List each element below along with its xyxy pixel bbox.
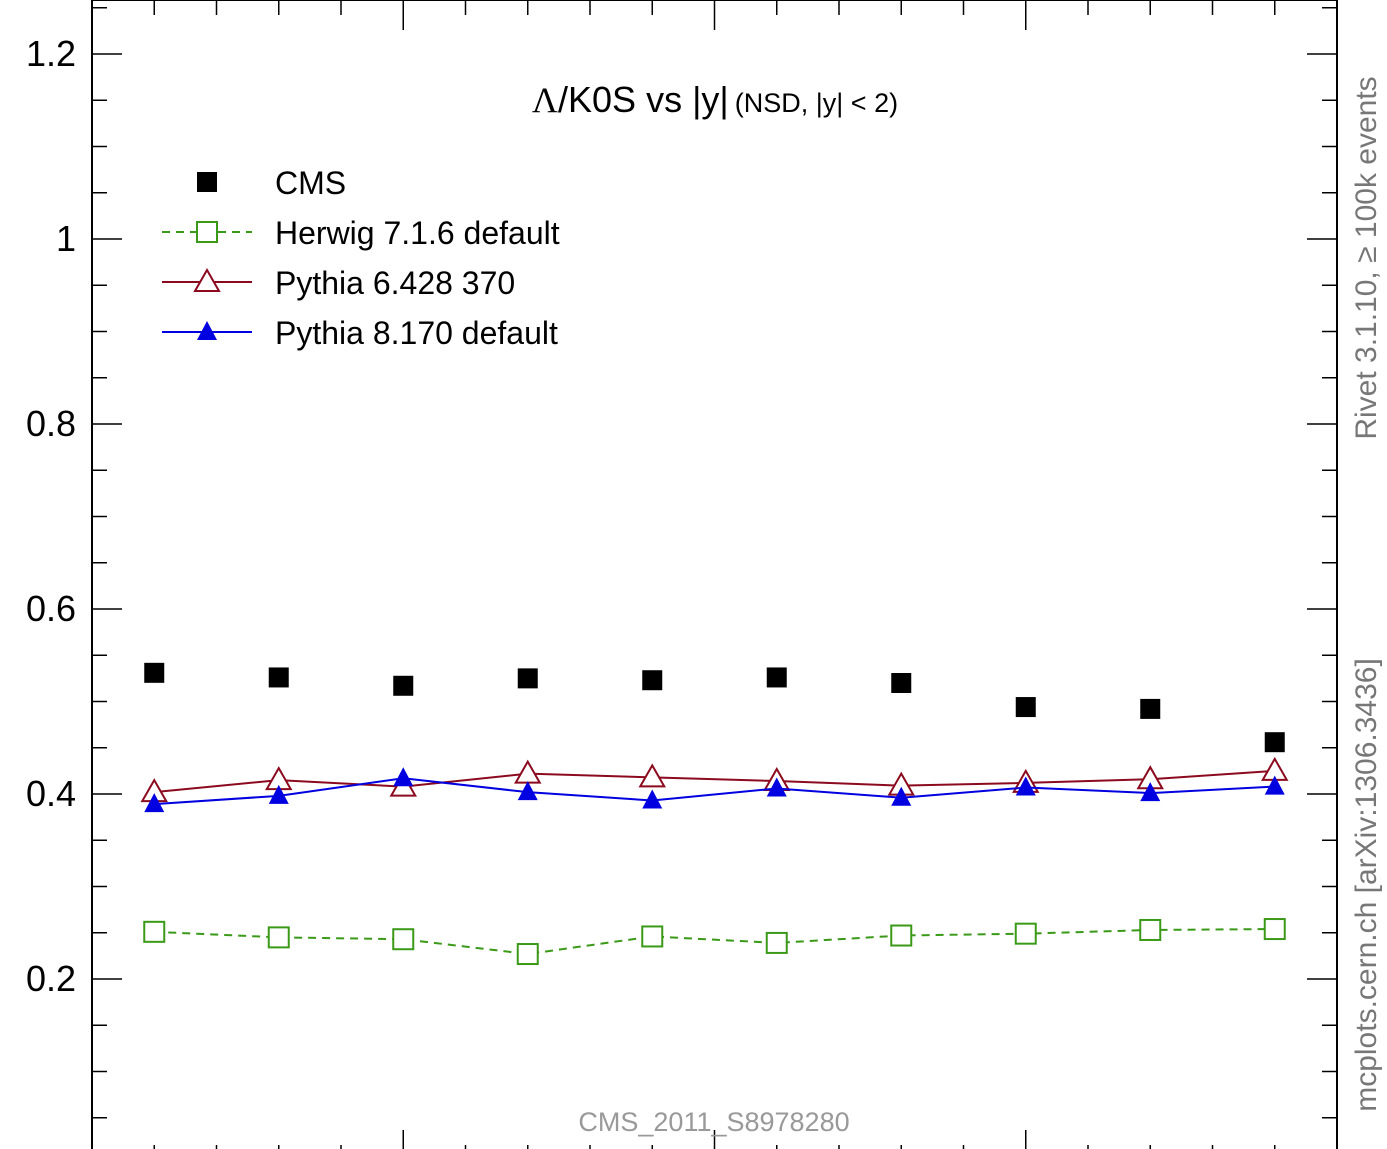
y-tick-labels: 0.2 0.4 0.6 0.8 1 1.2 xyxy=(26,33,76,999)
legend: CMS Herwig 7.1.6 default Pythia 6.428 370 P… xyxy=(162,165,560,351)
data-point xyxy=(1140,782,1161,802)
series-herwig-7-1-6-default xyxy=(143,918,1286,966)
data-point xyxy=(642,789,663,809)
legend-label: Herwig 7.1.6 default xyxy=(275,215,560,251)
data-point xyxy=(641,925,664,948)
data-point xyxy=(268,667,289,688)
series-line xyxy=(154,769,1275,794)
series-line xyxy=(154,777,1275,806)
data-point xyxy=(1140,698,1161,719)
series-cms xyxy=(144,662,1285,753)
data-point xyxy=(267,926,290,949)
analysis-id: CMS_2011_S8978280 xyxy=(578,1107,849,1137)
y-tick-label: 0.4 xyxy=(26,773,76,814)
legend-entry: Pythia 6.428 370 xyxy=(162,265,515,301)
legend-entry: Pythia 8.170 default xyxy=(162,315,558,351)
y-tick-label: 0.6 xyxy=(26,588,76,629)
y-tick-label: 1.2 xyxy=(26,33,76,74)
data-point xyxy=(891,786,912,806)
data-point xyxy=(891,673,912,693)
y-tick-label: 1 xyxy=(56,218,76,259)
side-label-top: Rivet 3.1.10, ≥ 100k events xyxy=(1350,76,1383,439)
y-tick-label: 0.2 xyxy=(26,958,76,999)
data-point xyxy=(268,784,289,804)
y-tick-label: 0.8 xyxy=(26,403,76,444)
side-label-bottom: mcplots.cern.ch [arXiv:1306.3436] xyxy=(1350,658,1383,1112)
data-point xyxy=(1015,776,1036,796)
data-point xyxy=(517,668,538,689)
data-point xyxy=(514,759,542,784)
data-point xyxy=(517,781,538,801)
data-point xyxy=(1264,732,1285,753)
chart-title-main: /K0S vs |y| xyxy=(558,79,729,120)
data-point xyxy=(766,667,787,688)
legend-label: Pythia 8.170 default xyxy=(275,315,558,351)
data-point xyxy=(393,767,414,787)
data-point xyxy=(196,221,218,243)
data-point xyxy=(1139,918,1162,941)
legend-label: Pythia 6.428 370 xyxy=(275,265,515,301)
series-line xyxy=(154,928,1275,956)
axis-ticks xyxy=(91,0,1338,1149)
data-point xyxy=(1263,918,1286,941)
data-point xyxy=(1015,697,1036,718)
data-point xyxy=(197,172,217,192)
data-point xyxy=(890,924,913,947)
data-point xyxy=(1014,922,1037,945)
data-point xyxy=(144,662,165,683)
data-point xyxy=(765,931,788,954)
chart-subtitle: (NSD, |y| < 2) xyxy=(735,88,898,118)
data-point xyxy=(516,943,539,966)
data-point xyxy=(638,763,666,788)
chart-title-greek: Λ xyxy=(532,80,558,120)
legend-entry: CMS xyxy=(197,165,346,201)
data-point xyxy=(197,321,217,340)
series-layer xyxy=(140,662,1289,966)
data-point xyxy=(193,267,221,292)
data-point xyxy=(392,928,415,951)
legend-entry: Herwig 7.1.6 default xyxy=(162,215,560,251)
plot-frame xyxy=(91,0,1338,1149)
data-point xyxy=(144,793,165,813)
chart-title: Λ/K0S vs |y| (NSD, |y| < 2) xyxy=(532,79,898,120)
data-point xyxy=(642,670,663,691)
data-point xyxy=(1264,775,1285,795)
series-pythia-8-170-default xyxy=(144,767,1285,813)
legend-label: CMS xyxy=(275,165,346,201)
data-point xyxy=(143,920,166,943)
data-point xyxy=(393,675,414,696)
data-point xyxy=(766,777,787,797)
